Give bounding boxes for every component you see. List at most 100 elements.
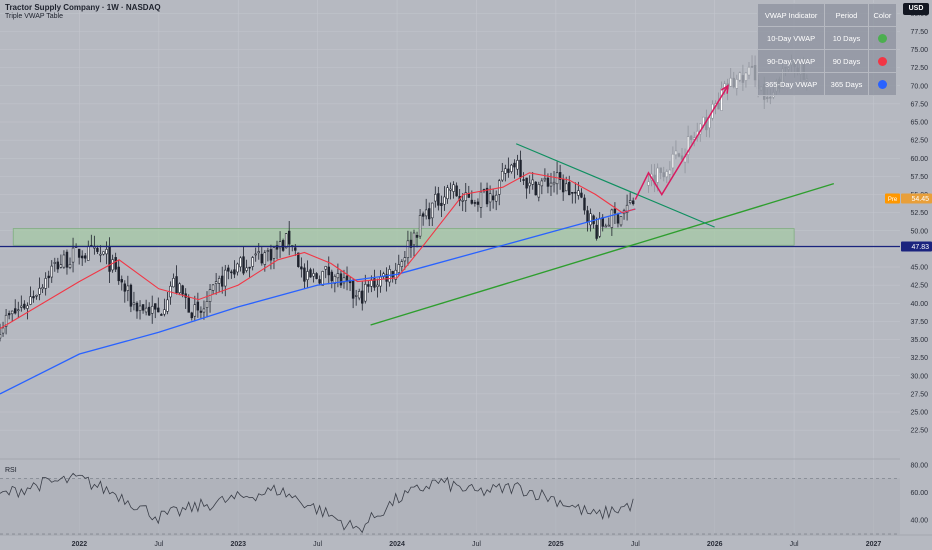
candle-body bbox=[59, 264, 63, 268]
candle bbox=[354, 289, 358, 306]
candle bbox=[269, 244, 273, 270]
candle bbox=[357, 288, 361, 301]
trendline-down[interactable] bbox=[515, 143, 715, 228]
vwap-table-row: 365-Day VWAP 365 Days bbox=[756, 72, 898, 96]
candle-body bbox=[568, 181, 571, 196]
candle-body bbox=[385, 274, 388, 282]
candle-body bbox=[619, 216, 623, 226]
candle-body bbox=[32, 296, 35, 299]
candle-body bbox=[300, 266, 303, 270]
candle bbox=[123, 280, 127, 303]
vwap-header-indicator: VWAP Indicator bbox=[756, 3, 826, 27]
candle-body bbox=[87, 245, 90, 261]
candle bbox=[62, 250, 66, 269]
candle-body bbox=[543, 177, 547, 181]
candle bbox=[537, 181, 541, 202]
time-tick-label: 2027 bbox=[866, 541, 882, 548]
candle bbox=[494, 190, 498, 211]
candle bbox=[77, 248, 81, 265]
candle-body bbox=[108, 246, 111, 272]
candle-body bbox=[62, 254, 66, 268]
candle-body bbox=[537, 184, 541, 198]
candle bbox=[531, 172, 534, 190]
candle-body bbox=[105, 249, 108, 255]
candle bbox=[498, 178, 501, 206]
candle-body bbox=[549, 182, 553, 187]
candle-body bbox=[102, 251, 105, 255]
price-axis[interactable] bbox=[900, 0, 932, 550]
vwap-365-line[interactable] bbox=[0, 208, 636, 395]
candle-body bbox=[315, 273, 318, 279]
price-tick-label: 30.00 bbox=[910, 373, 928, 380]
candle bbox=[202, 300, 206, 320]
price-tick-label: 65.00 bbox=[910, 120, 928, 127]
candle bbox=[172, 273, 175, 288]
candle bbox=[327, 256, 330, 285]
candle bbox=[400, 259, 404, 272]
candle bbox=[315, 272, 318, 280]
candle-body bbox=[488, 193, 492, 203]
candle bbox=[205, 291, 209, 318]
projected-candle bbox=[650, 164, 653, 187]
projected-candle bbox=[683, 148, 687, 174]
candle-body bbox=[686, 136, 690, 155]
candle bbox=[221, 266, 224, 294]
candle-body bbox=[272, 247, 276, 259]
candle-body bbox=[354, 295, 358, 297]
time-tick-label: Jul bbox=[790, 541, 799, 548]
candle-body bbox=[589, 213, 592, 226]
trendline-up[interactable] bbox=[370, 182, 835, 326]
candle-body bbox=[647, 181, 650, 186]
pre-market-tag bbox=[885, 193, 900, 204]
rsi-line[interactable] bbox=[0, 472, 634, 534]
candle-body bbox=[199, 310, 203, 313]
candle bbox=[361, 281, 364, 311]
price-tick-label: 37.50 bbox=[910, 319, 928, 326]
vwap-90-line[interactable] bbox=[0, 172, 636, 330]
candle-body bbox=[144, 307, 148, 313]
candle bbox=[434, 186, 437, 208]
vwap-row-indicator: 365-Day VWAP bbox=[756, 72, 826, 96]
candle bbox=[227, 264, 230, 280]
candle bbox=[522, 172, 525, 185]
chart-title: Tractor Supply Company · 1W · NASDAQ bbox=[5, 3, 161, 12]
candle-body bbox=[708, 117, 711, 129]
candle bbox=[525, 177, 528, 199]
candle-body bbox=[117, 266, 120, 282]
candle-body bbox=[321, 271, 324, 286]
candle-body bbox=[96, 248, 99, 252]
candle-body bbox=[221, 275, 224, 287]
currency-button[interactable]: USD bbox=[903, 3, 929, 15]
candle-body bbox=[294, 247, 297, 251]
candle bbox=[604, 223, 607, 228]
candle-body bbox=[29, 296, 32, 305]
candle-body bbox=[26, 305, 29, 309]
candle bbox=[504, 164, 507, 182]
projection-arrow[interactable] bbox=[634, 85, 729, 200]
candle bbox=[568, 175, 571, 196]
price-tick-label: 32.50 bbox=[910, 355, 928, 362]
candle-body bbox=[172, 278, 175, 288]
projected-candle bbox=[696, 122, 699, 142]
candle-body bbox=[546, 177, 550, 187]
candle bbox=[214, 273, 218, 295]
candle bbox=[230, 269, 233, 279]
candle-body bbox=[613, 208, 617, 214]
candle bbox=[428, 202, 431, 227]
candle bbox=[245, 259, 248, 273]
candle-body bbox=[342, 277, 346, 284]
candle-body bbox=[357, 291, 361, 299]
candle-body bbox=[138, 305, 142, 311]
candle bbox=[129, 283, 133, 313]
candle bbox=[367, 280, 370, 293]
candle bbox=[260, 247, 264, 266]
candle-body bbox=[671, 153, 675, 169]
candle-body bbox=[631, 200, 635, 205]
candle-body bbox=[38, 287, 41, 295]
candle bbox=[208, 283, 212, 313]
candle-body bbox=[440, 202, 443, 206]
candle-body bbox=[230, 271, 233, 274]
projected-candle bbox=[738, 71, 742, 83]
